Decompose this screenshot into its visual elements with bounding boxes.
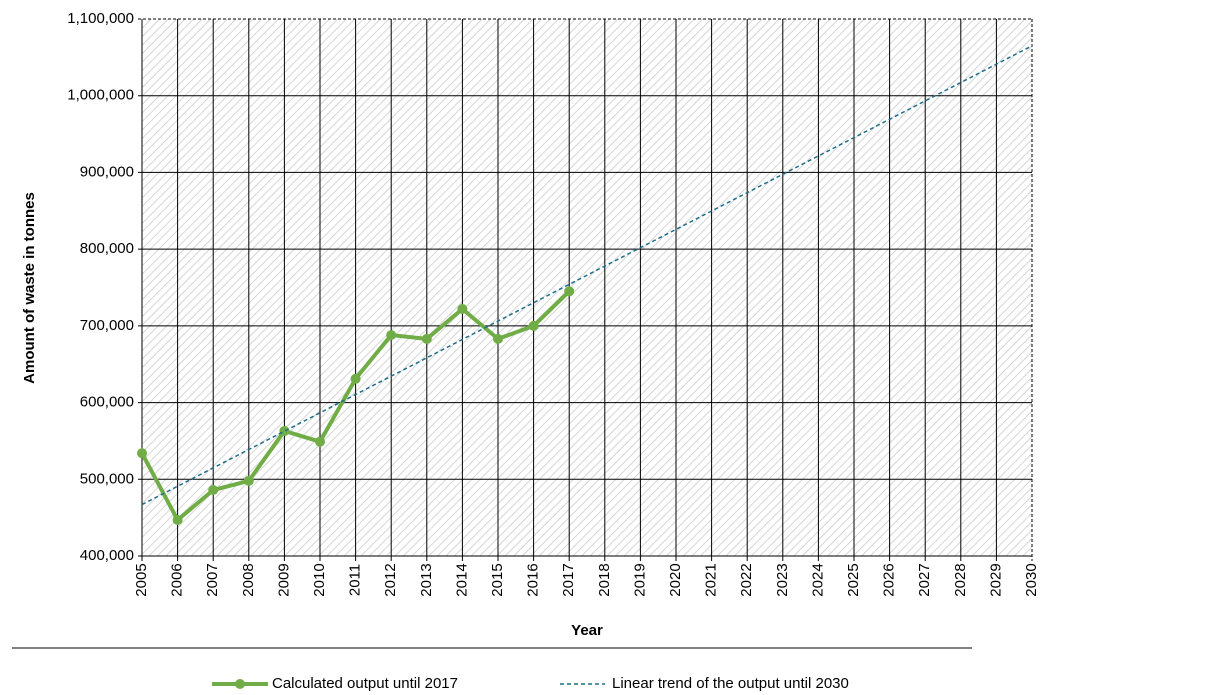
x-tick-label: 2030 bbox=[1023, 563, 1040, 596]
data-point bbox=[208, 485, 219, 496]
x-tick-label: 2011 bbox=[347, 564, 364, 596]
x-tick-label: 2014 bbox=[453, 563, 470, 596]
x-tick-label: 2024 bbox=[809, 563, 826, 596]
x-tick-label: 2007 bbox=[204, 563, 221, 596]
plot-area bbox=[142, 19, 1032, 556]
x-tick-label: 2023 bbox=[774, 563, 791, 596]
y-tick-label: 400,000 bbox=[80, 547, 134, 564]
y-tick-label: 1,000,000 bbox=[67, 87, 134, 104]
data-point bbox=[279, 425, 290, 436]
data-point bbox=[350, 373, 361, 384]
y-tick-label: 500,000 bbox=[80, 470, 134, 487]
x-tick-label: 2027 bbox=[916, 563, 933, 596]
x-tick-label: 2015 bbox=[489, 563, 506, 596]
data-point bbox=[421, 333, 432, 344]
x-tick-label: 2017 bbox=[560, 563, 577, 596]
data-point bbox=[493, 333, 503, 344]
data-point bbox=[457, 303, 468, 314]
y-tick-label: 700,000 bbox=[80, 317, 134, 334]
x-tick-label: 2020 bbox=[667, 563, 684, 596]
y-tick-label: 1,100,000 bbox=[67, 10, 134, 27]
data-point bbox=[528, 320, 539, 331]
x-tick-label: 2016 bbox=[525, 563, 542, 596]
x-tick-label: 2006 bbox=[169, 563, 186, 596]
x-tick-label: 2005 bbox=[133, 563, 150, 596]
legend-label: Calculated output until 2017 bbox=[272, 675, 458, 692]
x-tick-label: 2028 bbox=[952, 563, 969, 596]
x-tick-label: 2029 bbox=[987, 563, 1004, 596]
x-tick-label: 2019 bbox=[631, 563, 648, 596]
x-tick-label: 2022 bbox=[738, 563, 755, 596]
x-tick-label: 2009 bbox=[275, 563, 292, 596]
data-point bbox=[386, 330, 397, 341]
x-tick-label: 2010 bbox=[311, 563, 328, 596]
x-tick-label: 2012 bbox=[382, 563, 399, 596]
x-tick-label: 2008 bbox=[240, 563, 257, 596]
data-point bbox=[137, 448, 147, 459]
y-axis-label: Amount of waste in tonnes bbox=[21, 192, 38, 384]
data-point bbox=[315, 436, 325, 447]
legend-swatch bbox=[235, 679, 245, 689]
x-tick-label: 2018 bbox=[596, 563, 613, 596]
y-tick-label: 800,000 bbox=[80, 240, 134, 257]
data-point bbox=[564, 286, 575, 297]
legend-label: Linear trend of the output until 2030 bbox=[612, 675, 849, 692]
x-tick-label: 2025 bbox=[845, 563, 862, 596]
data-point bbox=[172, 514, 183, 525]
y-tick-label: 900,000 bbox=[80, 163, 134, 180]
data-point bbox=[243, 475, 254, 486]
y-tick-label: 600,000 bbox=[80, 394, 134, 411]
series-line bbox=[141, 45, 1033, 506]
x-axis-label: Year bbox=[571, 622, 603, 639]
x-tick-label: 2026 bbox=[881, 563, 898, 596]
x-tick-label: 2021 bbox=[703, 563, 720, 596]
x-tick-label: 2013 bbox=[418, 563, 435, 596]
